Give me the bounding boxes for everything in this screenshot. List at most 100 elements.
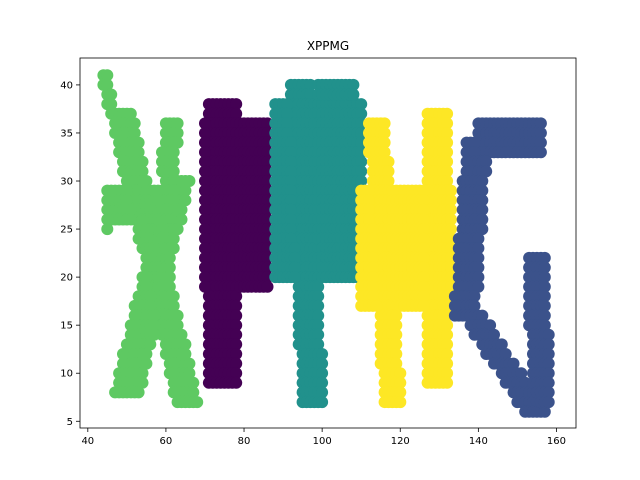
point-series-0 [179,348,192,360]
point-series-1 [230,299,243,312]
point-series-0 [144,299,157,312]
point-series-2 [281,127,293,139]
point-series-3 [366,280,379,293]
point-series-0 [140,175,153,187]
point-series-4 [542,357,555,370]
point-series-1 [230,338,243,351]
point-series-4 [476,213,489,226]
point-series-0 [179,194,192,207]
point-series-2 [288,242,301,255]
point-series-0 [171,117,184,130]
point-series-2 [355,165,368,178]
point-series-1 [199,155,211,168]
point-series-2 [284,175,297,187]
point-series-0 [167,165,180,178]
point-series-2 [284,165,297,178]
point-series-3 [378,117,391,130]
point-series-0 [187,376,200,389]
point-series-4 [507,357,520,370]
point-series-1 [230,98,243,111]
point-series-0 [167,290,180,303]
point-series-4 [538,309,551,322]
x-tick-label: 80 [238,436,251,447]
point-series-2 [284,223,297,236]
point-series-3 [417,271,430,284]
point-series-4 [538,299,551,312]
point-series-2 [284,136,297,149]
point-series-2 [347,78,360,91]
point-series-2 [316,357,329,370]
point-series-1 [199,242,211,255]
point-series-3 [417,299,430,312]
point-series-4 [468,136,481,149]
x-tick-label: 140 [469,436,488,447]
point-series-3 [390,357,403,370]
point-series-0 [128,127,141,139]
y-tick-label: 5 [67,417,73,428]
point-series-0 [136,376,149,389]
point-series-4 [542,386,555,399]
y-tick-label: 25 [60,225,73,236]
point-series-1 [230,290,243,303]
point-series-0 [163,261,176,274]
point-series-1 [230,309,243,322]
point-series-4 [534,127,547,139]
point-series-1 [199,213,211,226]
point-series-3 [441,117,454,130]
point-series-2 [312,280,325,293]
point-series-3 [370,299,383,312]
point-series-2 [284,155,297,168]
point-series-3 [441,319,454,332]
point-series-4 [495,338,508,351]
point-series-3 [394,396,407,409]
y-tick-label: 35 [60,128,73,139]
point-series-1 [199,184,211,197]
point-series-2 [347,88,360,101]
point-series-3 [417,251,430,264]
point-series-1 [199,261,211,274]
point-series-4 [472,242,485,255]
point-series-0 [148,319,161,332]
point-series-1 [199,175,211,187]
x-tick-label: 120 [391,436,410,447]
point-series-1 [230,328,243,341]
point-series-3 [363,213,375,226]
point-series-0 [163,280,176,293]
point-series-4 [515,367,528,380]
point-series-0 [124,203,137,216]
point-series-0 [136,165,149,178]
point-series-2 [355,98,368,111]
point-series-2 [284,232,297,245]
point-series-3 [382,175,395,187]
point-series-0 [175,203,188,216]
point-series-4 [472,251,485,264]
point-series-0 [171,136,184,149]
point-series-2 [312,290,325,303]
point-series-3 [441,376,454,389]
point-series-4 [542,367,555,380]
point-series-4 [542,396,555,409]
point-series-2 [284,194,297,207]
point-series-1 [199,136,211,149]
point-series-1 [199,165,211,178]
y-axis: 5 10 15 20 25 30 35 40 [60,80,80,428]
point-series-3 [441,175,454,187]
point-series-4 [480,165,493,178]
point-series-3 [417,223,430,236]
point-series-2 [284,203,297,216]
point-series-2 [288,261,301,274]
x-tick-label: 160 [547,436,566,447]
y-tick-label: 30 [60,177,73,188]
point-series-4 [538,251,551,264]
point-series-3 [366,271,379,284]
point-series-0 [171,223,184,236]
point-series-0 [105,88,118,101]
point-series-0 [128,117,141,130]
point-series-0 [132,146,145,159]
point-series-4 [488,328,500,341]
point-series-0 [167,155,180,168]
point-series-3 [390,309,403,322]
point-series-2 [312,299,325,312]
point-series-2 [312,319,325,332]
point-series-3 [441,328,454,341]
